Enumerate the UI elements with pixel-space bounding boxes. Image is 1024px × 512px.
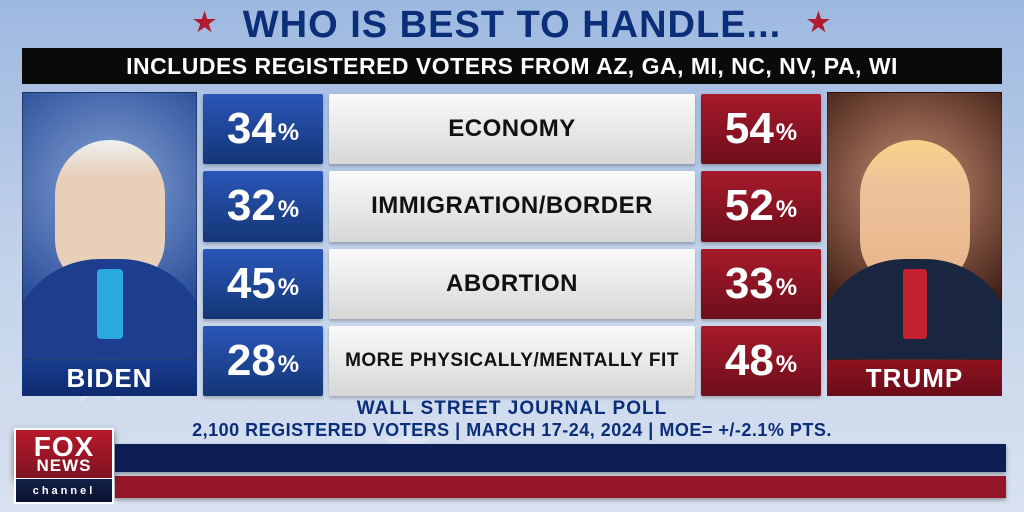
topic-cell: ECONOMY [329,94,695,164]
biden-photo [22,92,197,360]
topic-cell: MORE PHYSICALLY/MENTALLY FIT [329,326,695,396]
right-pct-cell: 48% [701,326,821,396]
table-row: 34%ECONOMY54% [203,94,821,164]
right-pct-cell: 54% [701,94,821,164]
right-pct-cell: 52% [701,171,821,241]
suit-placeholder [827,259,1002,360]
lower-third-navy [115,444,1006,472]
subtitle-bar: INCLUDES REGISTERED VOTERS FROM AZ, GA, … [22,48,1002,84]
headline: ★ WHO IS BEST TO HANDLE... ★ [0,4,1024,47]
subtitle-text: INCLUDES REGISTERED VOTERS FROM AZ, GA, … [126,53,898,80]
caption-line2: 2,100 REGISTERED VOTERS | MARCH 17-24, 2… [0,420,1024,441]
biden-label: BIDEN [22,360,197,396]
source-caption: WALL STREET JOURNAL POLL 2,100 REGISTERE… [0,398,1024,441]
lower-third-red [115,476,1006,498]
bug-bottom: channel [14,478,114,504]
table-row: 28%MORE PHYSICALLY/MENTALLY FIT48% [203,326,821,396]
main-panel: BIDEN 34%ECONOMY54%32%IMMIGRATION/BORDER… [22,92,1002,396]
left-pct-cell: 28% [203,326,323,396]
bug-top: FOX NEWS [14,428,114,478]
topic-cell: ABORTION [329,249,695,319]
channel-bug: FOX NEWS channel [14,428,114,504]
right-candidate: TRUMP [827,92,1002,396]
caption-line1: WALL STREET JOURNAL POLL [0,398,1024,420]
bug-news: NEWS [37,459,92,473]
left-candidate: BIDEN [22,92,197,396]
headline-text: WHO IS BEST TO HANDLE... [243,4,781,46]
right-pct-cell: 33% [701,249,821,319]
left-pct-cell: 32% [203,171,323,241]
table-row: 32%IMMIGRATION/BORDER52% [203,171,821,241]
trump-label: TRUMP [827,360,1002,396]
star-icon: ★ [807,7,831,37]
star-icon: ★ [193,7,217,37]
left-pct-cell: 34% [203,94,323,164]
poll-table: 34%ECONOMY54%32%IMMIGRATION/BORDER52%45%… [203,92,821,396]
left-pct-cell: 45% [203,249,323,319]
suit-placeholder [22,259,197,360]
poll-graphic: ★ ★ ★ ★ WHO IS BEST TO HANDLE... ★ INCLU… [0,0,1024,512]
topic-cell: IMMIGRATION/BORDER [329,171,695,241]
table-row: 45%ABORTION33% [203,249,821,319]
trump-photo [827,92,1002,360]
